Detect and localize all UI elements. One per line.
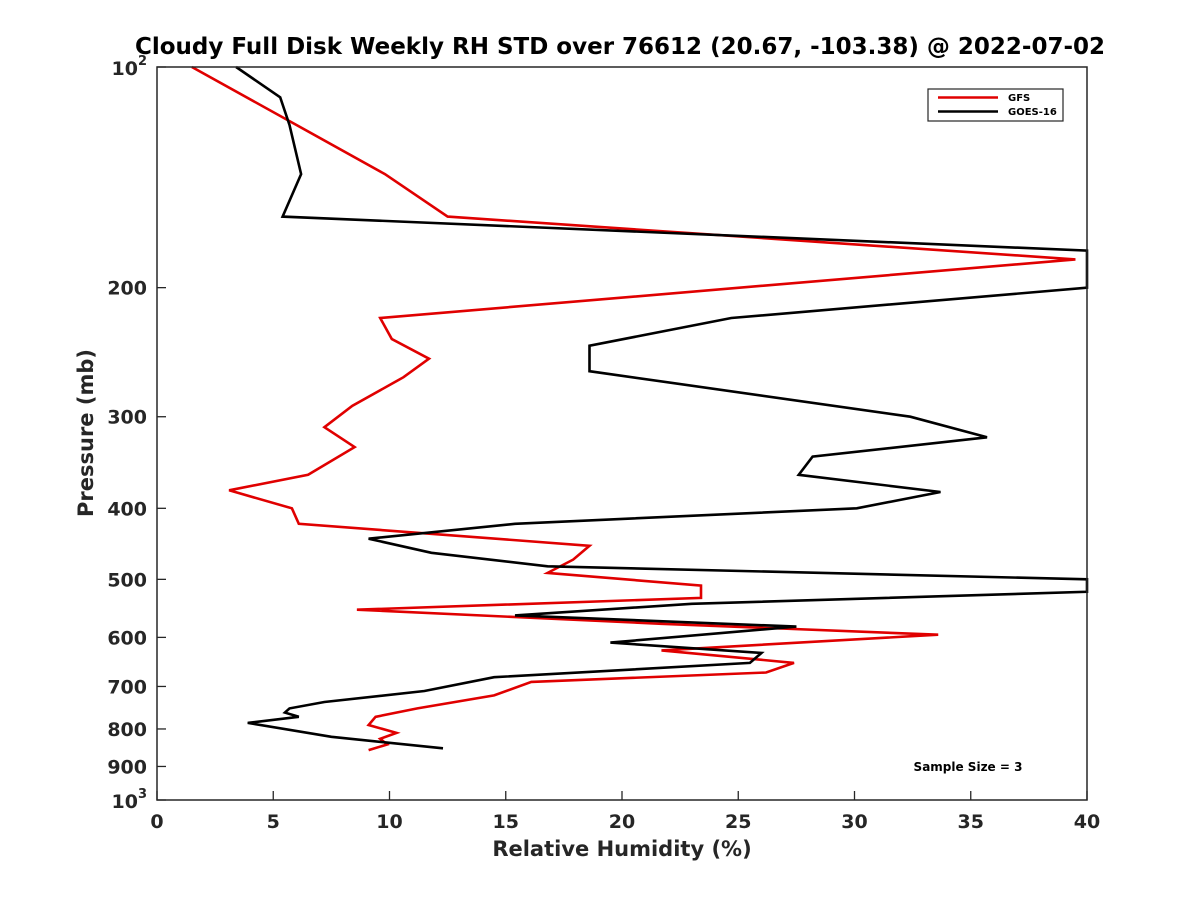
y-tick-label: 102 <box>112 54 148 80</box>
y-tick-label: 200 <box>107 278 147 300</box>
legend-box <box>927 88 1064 122</box>
chart-title: Cloudy Full Disk Weekly RH STD over 7661… <box>135 34 1105 60</box>
y-tick-label: 103 <box>112 787 148 813</box>
x-tick-label: 30 <box>841 811 867 833</box>
y-tick-label: 500 <box>107 569 147 591</box>
y-tick-base: 10 <box>112 791 138 813</box>
x-tick-label: 35 <box>958 811 984 833</box>
y-axis-label: Pressure (mb) <box>74 349 98 517</box>
legend-label-goes-16: GOES-16 <box>1008 107 1057 118</box>
x-tick-label: 25 <box>725 811 751 833</box>
sample-size-annotation: Sample Size = 3 <box>914 760 1023 774</box>
x-tick-label: 5 <box>267 811 280 833</box>
x-tick-label: 10 <box>376 811 402 833</box>
y-tick-label: 600 <box>107 627 147 649</box>
y-tick-exponent: 3 <box>138 787 147 802</box>
legend: GFS GOES-16 <box>927 88 1064 122</box>
y-tick-label: 300 <box>107 407 147 429</box>
x-tick-label: 40 <box>1074 811 1100 833</box>
x-tick-label: 15 <box>493 811 519 833</box>
x-axis-label: Relative Humidity (%) <box>492 837 751 861</box>
series-line-gfs <box>191 65 1076 752</box>
y-tick-exponent: 2 <box>138 54 147 69</box>
x-tick-label: 0 <box>150 811 163 833</box>
y-tick-label: 800 <box>107 719 147 741</box>
series-line-goes-16 <box>235 65 1089 750</box>
series-group <box>191 65 1089 752</box>
y-tick-label: 900 <box>107 756 147 778</box>
legend-label-gfs: GFS <box>1008 93 1030 104</box>
y-tick-label: 700 <box>107 676 147 698</box>
x-tick-label: 20 <box>609 811 635 833</box>
x-axis: 0 5 10 15 20 25 30 35 40 <box>150 791 1100 833</box>
y-tick-label: 400 <box>107 498 147 520</box>
axes-frame <box>156 66 1088 801</box>
y-tick-base: 10 <box>112 58 138 80</box>
